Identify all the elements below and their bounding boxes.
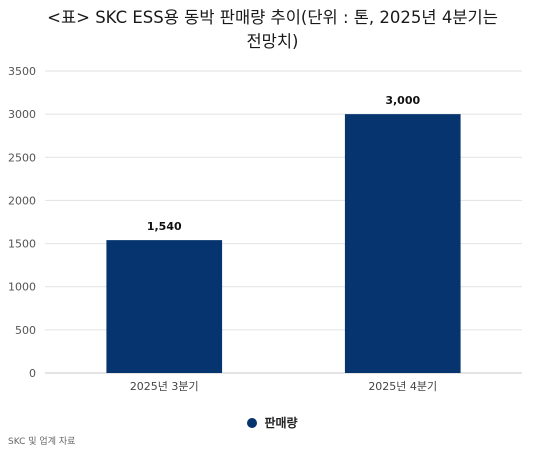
y-tick-label: 3500	[8, 65, 36, 78]
bar	[106, 240, 223, 373]
legend-label: 판매량	[264, 416, 298, 430]
x-tick-label: 2025년 3분기	[130, 380, 199, 393]
y-tick-label: 1500	[8, 238, 36, 251]
y-axis: 0 500 1000 1500 2000 2500 3000 3500	[8, 65, 36, 380]
x-axis: 2025년 3분기 2025년 4분기	[130, 380, 437, 393]
legend-marker	[247, 417, 258, 428]
legend: 판매량	[0, 414, 545, 431]
y-tick-label: 500	[15, 324, 36, 337]
data-label: 3,000	[385, 94, 420, 107]
y-tick-label: 3000	[8, 108, 36, 121]
chart-title: <표> SKC ESS용 동박 판매량 추이(단위 : 톤, 2025년 4분기…	[0, 6, 545, 54]
data-labels: 1,540 3,000	[147, 94, 421, 233]
x-tick-label: 2025년 4분기	[368, 380, 437, 393]
bar	[344, 114, 461, 374]
bars	[106, 114, 461, 374]
title-line-1: <표> SKC ESS용 동박 판매량 추이(단위 : 톤, 2025년 4분기…	[47, 8, 498, 27]
y-tick-label: 2000	[8, 194, 36, 207]
y-tick-label: 2500	[8, 151, 36, 164]
title-line-2: 전망치)	[246, 32, 299, 51]
y-tick-label: 1000	[8, 281, 36, 294]
y-tick-label: 0	[29, 367, 36, 380]
source-note: SKC 및 업계 자료	[8, 437, 76, 447]
data-label: 1,540	[147, 220, 182, 233]
